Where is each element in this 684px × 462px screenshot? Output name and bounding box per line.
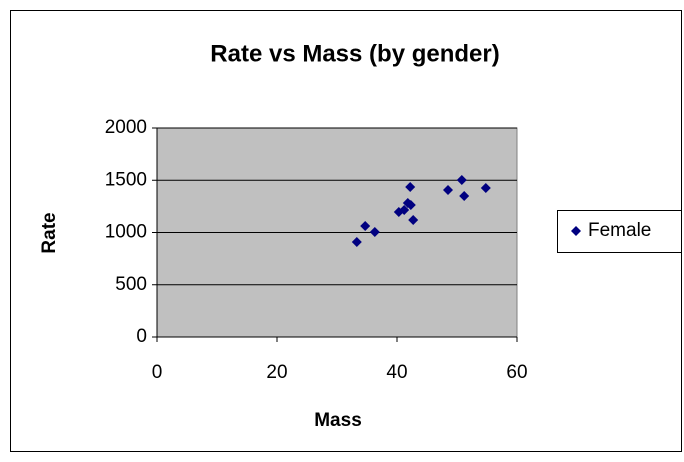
x-tick-label: 40 bbox=[386, 362, 407, 383]
x-tick-label: 0 bbox=[152, 362, 163, 383]
point bbox=[459, 191, 470, 202]
legend-marker bbox=[571, 226, 581, 236]
point bbox=[369, 226, 380, 237]
chart-title: Rate vs Mass (by gender) bbox=[210, 40, 499, 67]
point bbox=[480, 182, 491, 193]
point bbox=[456, 175, 467, 186]
point bbox=[443, 184, 453, 195]
point bbox=[399, 205, 410, 216]
y-tick-label: 500 bbox=[115, 274, 147, 295]
point bbox=[351, 237, 362, 248]
y-axis-label: Rate bbox=[39, 212, 60, 253]
point bbox=[408, 214, 419, 225]
point bbox=[405, 200, 416, 211]
y-tick-label: 0 bbox=[136, 326, 147, 347]
y-tick-label: 2000 bbox=[105, 117, 147, 138]
point bbox=[405, 182, 416, 193]
x-tick-label: 20 bbox=[266, 362, 287, 383]
y-tick-label: 1000 bbox=[105, 222, 147, 243]
point bbox=[360, 221, 371, 232]
x-tick-label: 60 bbox=[506, 362, 527, 383]
legend-label: Female bbox=[588, 220, 651, 241]
x-axis-label: Mass bbox=[314, 410, 362, 431]
y-tick-label: 1500 bbox=[105, 169, 147, 190]
